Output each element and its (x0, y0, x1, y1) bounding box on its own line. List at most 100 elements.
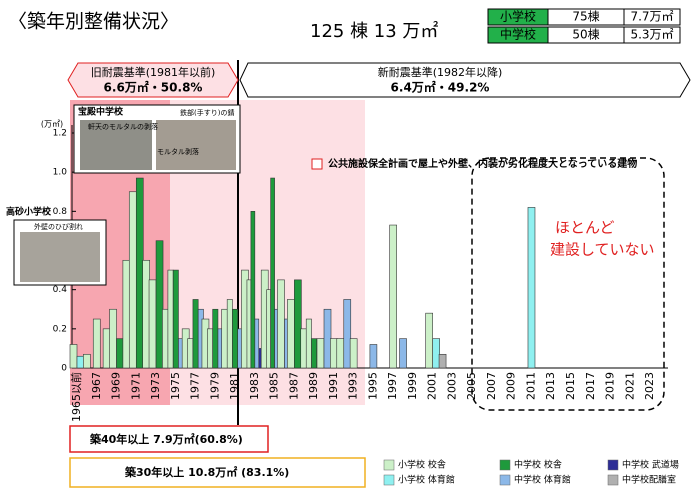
x-tick-label: 1967 (90, 372, 103, 400)
bar (324, 309, 331, 368)
x-tick-label: 2021 (623, 372, 636, 400)
x-tick-label: 1983 (248, 372, 261, 400)
bar (317, 339, 324, 368)
legend-label: 小学校 体育館 (398, 474, 455, 486)
x-tick-label: 1965以前 (69, 372, 83, 422)
legend-swatch (500, 460, 510, 470)
y-tick-label: 0.2 (53, 324, 67, 334)
bar (110, 309, 117, 368)
bar (93, 319, 100, 368)
age30: 築30年以上 10.8万㎡ (83.1%) (124, 465, 289, 479)
x-tick-label: 2011 (524, 372, 537, 400)
bar (70, 345, 77, 369)
x-tick-label: 1981 (228, 372, 241, 400)
x-tick-label: 2013 (544, 372, 557, 400)
x-tick-label: 2017 (584, 372, 597, 400)
x-tick-label: 1997 (386, 372, 399, 400)
legend-label: 中学校 体育館 (514, 474, 571, 486)
x-tick-label: 1989 (307, 372, 320, 400)
photo-title: 高砂小学校 (6, 206, 52, 218)
x-tick-label: 1975 (169, 372, 182, 400)
photo-caption: モルタル剥落 (157, 147, 199, 156)
bar (251, 211, 255, 368)
x-tick-label: 2023 (643, 372, 656, 400)
bar (294, 280, 301, 368)
bar (143, 260, 150, 368)
y-axis-label: (万㎡) (41, 120, 63, 129)
legend-swatch (500, 475, 510, 485)
bar (277, 280, 284, 368)
bar (123, 260, 130, 368)
y-tick-label: 0.4 (53, 285, 68, 295)
bar (188, 339, 193, 368)
bar (149, 280, 156, 368)
total: 125 棟 13 万㎡ (310, 20, 438, 42)
banner-text: 6.6万㎡・50.8% (104, 80, 203, 95)
legend-label: 中学校配膳室 (622, 474, 676, 486)
photo (20, 232, 100, 282)
bar (439, 354, 446, 368)
x-tick-label: 1985 (268, 372, 281, 400)
x-tick-label: 1993 (347, 372, 360, 400)
y-tick-label: 0 (61, 364, 67, 374)
x-tick-label: 1995 (366, 372, 379, 400)
banner-text: 新耐震基準(1982年以降) (378, 65, 503, 79)
bar (370, 345, 377, 369)
x-tick-label: 1999 (406, 372, 419, 400)
bar (255, 319, 259, 368)
cell-text: 5.3万㎡ (630, 28, 673, 42)
x-tick-label: 1979 (208, 372, 221, 400)
bar (311, 339, 316, 368)
bar (306, 319, 311, 368)
bar (136, 178, 143, 368)
bar (129, 192, 136, 368)
bar (271, 178, 275, 368)
annotation: 建設していない (550, 241, 655, 259)
y-tick-label: 1.2 (53, 129, 67, 139)
bar (83, 354, 90, 368)
x-tick-label: 1969 (110, 372, 123, 400)
photo (156, 120, 236, 170)
bar (247, 280, 251, 368)
bar (156, 241, 163, 368)
bar (193, 299, 198, 368)
summary-table: 小学校 75棟 7.7万㎡ 中学校 50棟 5.3万㎡ (488, 9, 680, 44)
x-tick-label: 2019 (604, 372, 617, 400)
bar (390, 225, 397, 368)
x-tick-label: 1971 (129, 372, 142, 400)
bar (433, 339, 440, 368)
bar (117, 339, 124, 368)
x-tick-label: 2005 (465, 372, 478, 400)
banner-text: 旧耐震基準(1981年以前) (91, 65, 216, 79)
x-tick-label: 1987 (287, 372, 300, 400)
bar (227, 299, 232, 368)
bar (350, 339, 357, 368)
x-tick-label: 2009 (505, 372, 518, 400)
bar (232, 309, 237, 368)
page: 〈築年別整備状況〉 125 棟 13 万㎡ 小学校 75棟 7.7万㎡ 中学校 … (0, 0, 693, 489)
x-tick-label: 2007 (485, 372, 498, 400)
cell-text: 50棟 (572, 27, 599, 42)
bar (344, 299, 351, 368)
cell-text: 75棟 (572, 9, 599, 24)
y-tick-label: 0.8 (53, 207, 68, 217)
photo-title: 宝殿中学校 (78, 106, 124, 118)
legend-label: 中学校 校舎 (514, 459, 562, 471)
bar (330, 339, 337, 368)
bar (528, 207, 535, 368)
photo-caption: 鉄部(手すり)の錆 (180, 108, 234, 117)
bar (337, 339, 344, 368)
bar (400, 339, 407, 368)
bar (207, 329, 212, 368)
x-tick-label: 2001 (426, 372, 439, 400)
legend-label: 小学校 校舎 (398, 459, 446, 471)
cell-text: 7.7万㎡ (630, 10, 673, 24)
cell-text: 中学校 (500, 27, 536, 42)
bar (426, 313, 433, 368)
x-tick-label: 1991 (327, 372, 340, 400)
x-tick-label: 2003 (445, 372, 458, 400)
x-tick-label: 1977 (189, 372, 202, 400)
x-tick-label: 1973 (149, 372, 162, 400)
legend-swatch (608, 475, 618, 485)
x-tick-label: 2015 (564, 372, 577, 400)
